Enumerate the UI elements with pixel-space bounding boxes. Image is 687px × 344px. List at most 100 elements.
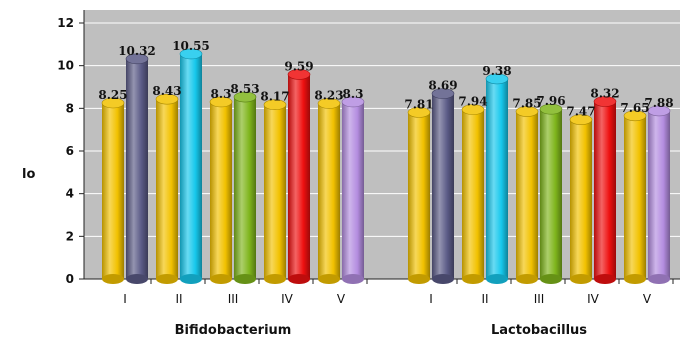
bar-top <box>569 114 593 125</box>
bar-base <box>516 274 538 284</box>
bar-body <box>126 58 148 280</box>
y-tick-label: 6 <box>66 144 74 158</box>
bar <box>287 69 311 284</box>
bar-base <box>156 274 178 284</box>
bar-top <box>233 91 257 103</box>
bar <box>593 96 617 284</box>
bar-top <box>407 107 431 118</box>
bar-base <box>408 274 430 284</box>
data-label: 10.32 <box>118 44 156 58</box>
bar-base <box>126 274 148 284</box>
y-tick-label: 2 <box>66 229 74 243</box>
x-tick-label: V <box>643 292 652 306</box>
bar-body <box>408 112 430 280</box>
bar-top <box>461 104 485 115</box>
data-label: 8.23 <box>314 88 343 102</box>
bar-top <box>155 93 179 105</box>
data-label: 8.3 <box>211 87 232 101</box>
bar-top <box>593 96 617 107</box>
bar-body <box>210 101 232 279</box>
bar-base <box>342 274 364 284</box>
bar-base <box>318 274 340 284</box>
bar-top <box>515 106 539 117</box>
bar <box>515 106 539 284</box>
bar-body <box>288 74 310 279</box>
bar-base <box>594 274 616 284</box>
bar <box>317 98 341 284</box>
bar-body <box>264 104 286 279</box>
bar-base <box>648 274 670 284</box>
y-tick-label: 0 <box>66 272 74 286</box>
bar-top <box>341 96 365 108</box>
bar-body <box>234 97 256 279</box>
data-label: 7.94 <box>458 95 487 109</box>
bar-top <box>263 99 287 111</box>
bar <box>209 96 233 284</box>
data-label: 8.17 <box>260 90 289 104</box>
bar-body <box>342 101 364 279</box>
bar-body <box>180 53 202 279</box>
bar <box>539 103 563 284</box>
y-tick-label: 4 <box>66 187 74 201</box>
data-label: 7.65 <box>620 101 649 115</box>
x-tick-label: I <box>123 292 127 306</box>
bar <box>125 53 149 284</box>
bar <box>623 110 647 284</box>
y-tick-label: 12 <box>57 16 74 30</box>
bar-body <box>486 78 508 279</box>
x-tick-label: III <box>534 292 545 306</box>
data-label: 8.53 <box>230 82 259 96</box>
x-tick-label: II <box>175 292 182 306</box>
x-tick-label: V <box>337 292 346 306</box>
y-tick-label: 8 <box>66 101 74 115</box>
x-tick-label: IV <box>281 292 294 306</box>
bar-body <box>516 111 538 280</box>
bar <box>101 97 125 284</box>
bar-top <box>539 103 563 115</box>
y-axis-label: lo <box>22 167 35 182</box>
bar-base <box>432 274 454 284</box>
bar <box>407 107 431 284</box>
y-tick-label: 10 <box>57 59 74 73</box>
bar-top <box>179 48 203 60</box>
data-label: 8.43 <box>152 84 181 98</box>
bar <box>431 88 455 284</box>
bar <box>263 99 287 284</box>
group-label: Lactobacillus <box>491 323 587 338</box>
bar-top <box>623 110 647 122</box>
bar-top <box>647 105 671 117</box>
bar-top <box>431 88 455 99</box>
bar-base <box>210 274 232 284</box>
bar-base <box>180 274 202 284</box>
bar-base <box>462 274 484 284</box>
data-labels: 8.2510.328.4310.558.38.538.179.598.238.3… <box>98 39 673 119</box>
bar-body <box>318 103 340 279</box>
bar <box>233 91 257 284</box>
bar <box>647 105 671 284</box>
bar <box>155 93 179 284</box>
data-label: 7.96 <box>536 94 565 108</box>
bar <box>569 114 593 284</box>
bar-base <box>288 274 310 284</box>
bar-top <box>485 73 509 85</box>
bar-top <box>209 96 233 108</box>
bar-base <box>102 274 124 284</box>
group-label: Bifidobacterium <box>175 323 292 338</box>
bar-base <box>540 274 562 284</box>
data-label: 7.81 <box>404 97 433 111</box>
bar-body <box>156 99 178 279</box>
data-label: 8.25 <box>98 88 127 102</box>
bar-body <box>102 103 124 279</box>
data-label: 9.59 <box>284 59 313 73</box>
bar-base <box>570 274 592 284</box>
data-label: 9.38 <box>482 64 511 78</box>
x-tick-label: II <box>481 292 488 306</box>
bar <box>461 104 485 284</box>
data-label: 8.3 <box>343 87 364 101</box>
bar-body <box>540 109 562 279</box>
bar-body <box>462 109 484 279</box>
bar-body <box>594 101 616 279</box>
bar-top <box>287 69 311 80</box>
